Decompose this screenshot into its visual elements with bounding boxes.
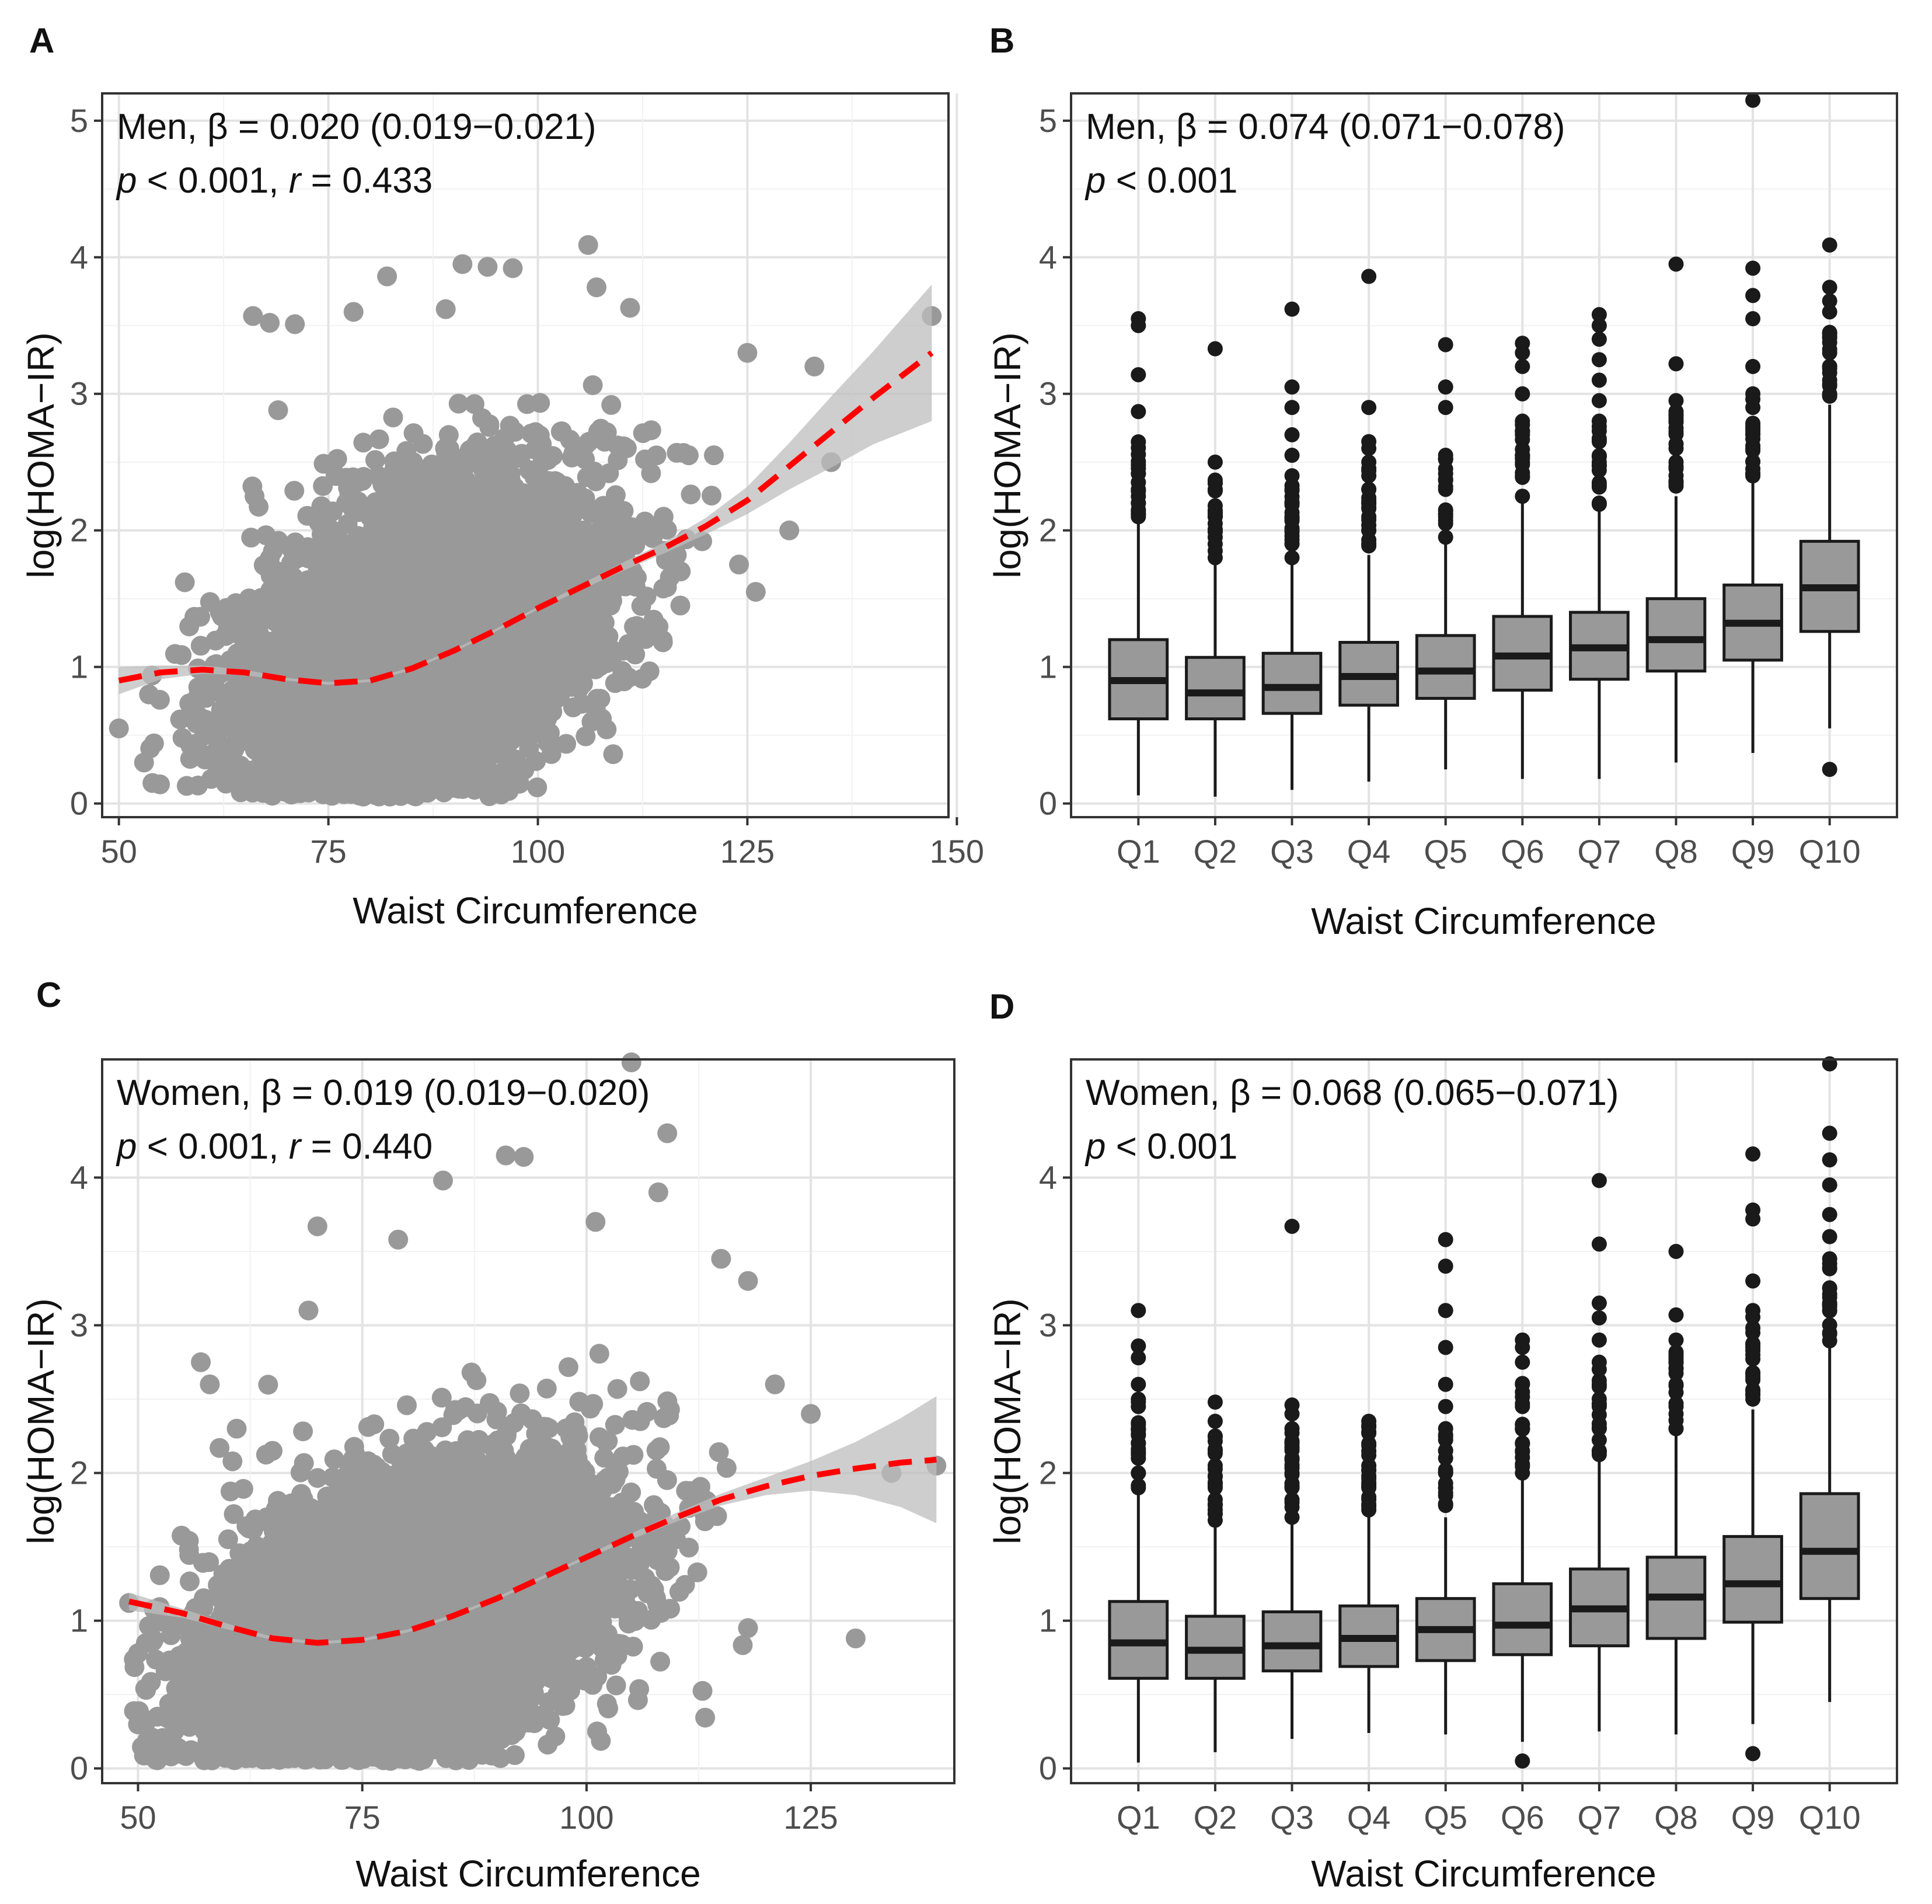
panel-a-point [313, 454, 334, 474]
panel-a-point [205, 630, 226, 651]
panel-a-point [524, 467, 545, 487]
panel-a-points [109, 235, 942, 807]
panel-a-point [612, 661, 632, 681]
panel-letter-a: A [29, 21, 54, 60]
panel-a-point [284, 480, 305, 501]
panel-a-point [139, 684, 159, 705]
panel-a-point [241, 528, 261, 548]
panel-a-point [172, 728, 193, 748]
panel-a-point [657, 577, 677, 597]
panel-a-point-cloud [139, 375, 721, 807]
panel-a-point [641, 463, 661, 483]
panel-a-point [176, 776, 197, 796]
panel-a-point [599, 463, 619, 483]
panel-a-point [681, 484, 701, 505]
panel-a-point [563, 697, 583, 717]
panel-letter-b: B [989, 21, 1014, 60]
panel-a-point [383, 407, 403, 428]
panel-a-point [172, 645, 192, 665]
panel-a-point [603, 744, 623, 765]
panel-a-point [365, 450, 385, 470]
panel-a-point [464, 394, 484, 414]
panel-a-point [479, 414, 500, 434]
panel-a-point [517, 394, 537, 414]
panel-a-point [175, 572, 195, 592]
panel-a-point [556, 734, 577, 754]
panel-a-point [353, 467, 374, 487]
panel-a-point [613, 436, 634, 456]
panel-letter-c: C [36, 975, 61, 1014]
panel-a-point [601, 395, 622, 415]
panel-letter-d: D [989, 987, 1014, 1026]
